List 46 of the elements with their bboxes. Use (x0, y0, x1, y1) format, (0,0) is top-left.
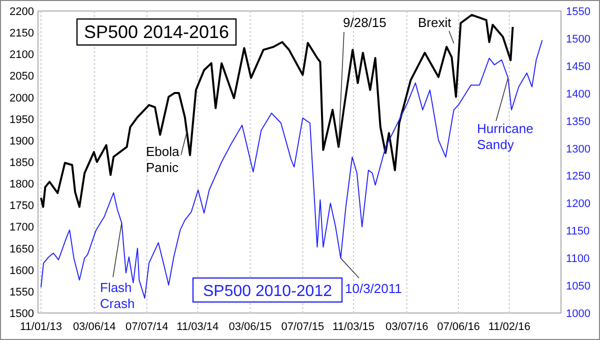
series-label: SP500 2014-2016 (84, 22, 230, 42)
y-tick-label: 1850 (10, 157, 34, 169)
y2-tick-label: 1100 (566, 253, 590, 266)
x-tick-label: 11/01/13 (20, 321, 62, 333)
y2-tick-label: 1200 (566, 198, 590, 210)
y2-tick-label: 1000 (566, 308, 590, 320)
y2-tick-label: 1500 (566, 33, 590, 46)
y-tick-label: 1600 (10, 264, 34, 277)
y2-tick-label: 1300 (566, 143, 590, 156)
y-tick-label: 1950 (10, 114, 34, 126)
y-tick-label: 2100 (10, 49, 34, 62)
y2-tick-label: 1550 (566, 6, 590, 18)
y2-tick-label: 1250 (566, 170, 590, 183)
y-tick-label: 1900 (10, 135, 34, 148)
x-tick-label: 11/03/14 (176, 321, 219, 333)
series-label: SP500 2010-2012 (203, 283, 332, 300)
annotation: 9/28/15 (343, 15, 386, 30)
y2-tick-label: 1150 (566, 226, 590, 238)
y-tick-label: 1550 (10, 286, 34, 298)
y-tick-label: 1800 (10, 178, 34, 191)
x-tick-label: 11/03/15 (332, 321, 375, 333)
y-tick-label: 1700 (10, 222, 34, 234)
y-tick-label: 2150 (10, 28, 34, 40)
y-tick-label: 2000 (10, 92, 34, 104)
annotation: Brexit (418, 15, 452, 30)
y2-tick-label: 1350 (566, 116, 590, 128)
y-tick-label: 1650 (10, 243, 34, 256)
y2-tick-label: 1450 (566, 60, 590, 73)
annotation: Flash Crash (100, 280, 135, 311)
y-tick-label: 1500 (10, 308, 34, 320)
annotation: 10/3/2011 (345, 281, 402, 296)
x-tick-label: 07/07/15 (281, 321, 324, 333)
x-tick-label: 07/07/14 (125, 321, 168, 333)
y2-tick-label: 1400 (566, 88, 590, 100)
x-tick-label: 11/02/16 (488, 321, 530, 333)
x-tick-label: 03/06/14 (72, 321, 116, 333)
x-tick-label: 07/06/16 (437, 321, 480, 333)
annotation: Hurricane Sandy (477, 121, 534, 152)
y2-tick-label: 1050 (566, 280, 590, 293)
y-tick-label: 2200 (10, 6, 34, 18)
line-series (40, 40, 543, 299)
x-tick-label: 03/06/15 (228, 321, 272, 333)
x-tick-label: 03/07/16 (385, 321, 428, 333)
y-tick-label: 2050 (10, 70, 34, 83)
y-tick-label: 1750 (10, 200, 34, 212)
annotation: Ebola Panic (146, 144, 180, 175)
